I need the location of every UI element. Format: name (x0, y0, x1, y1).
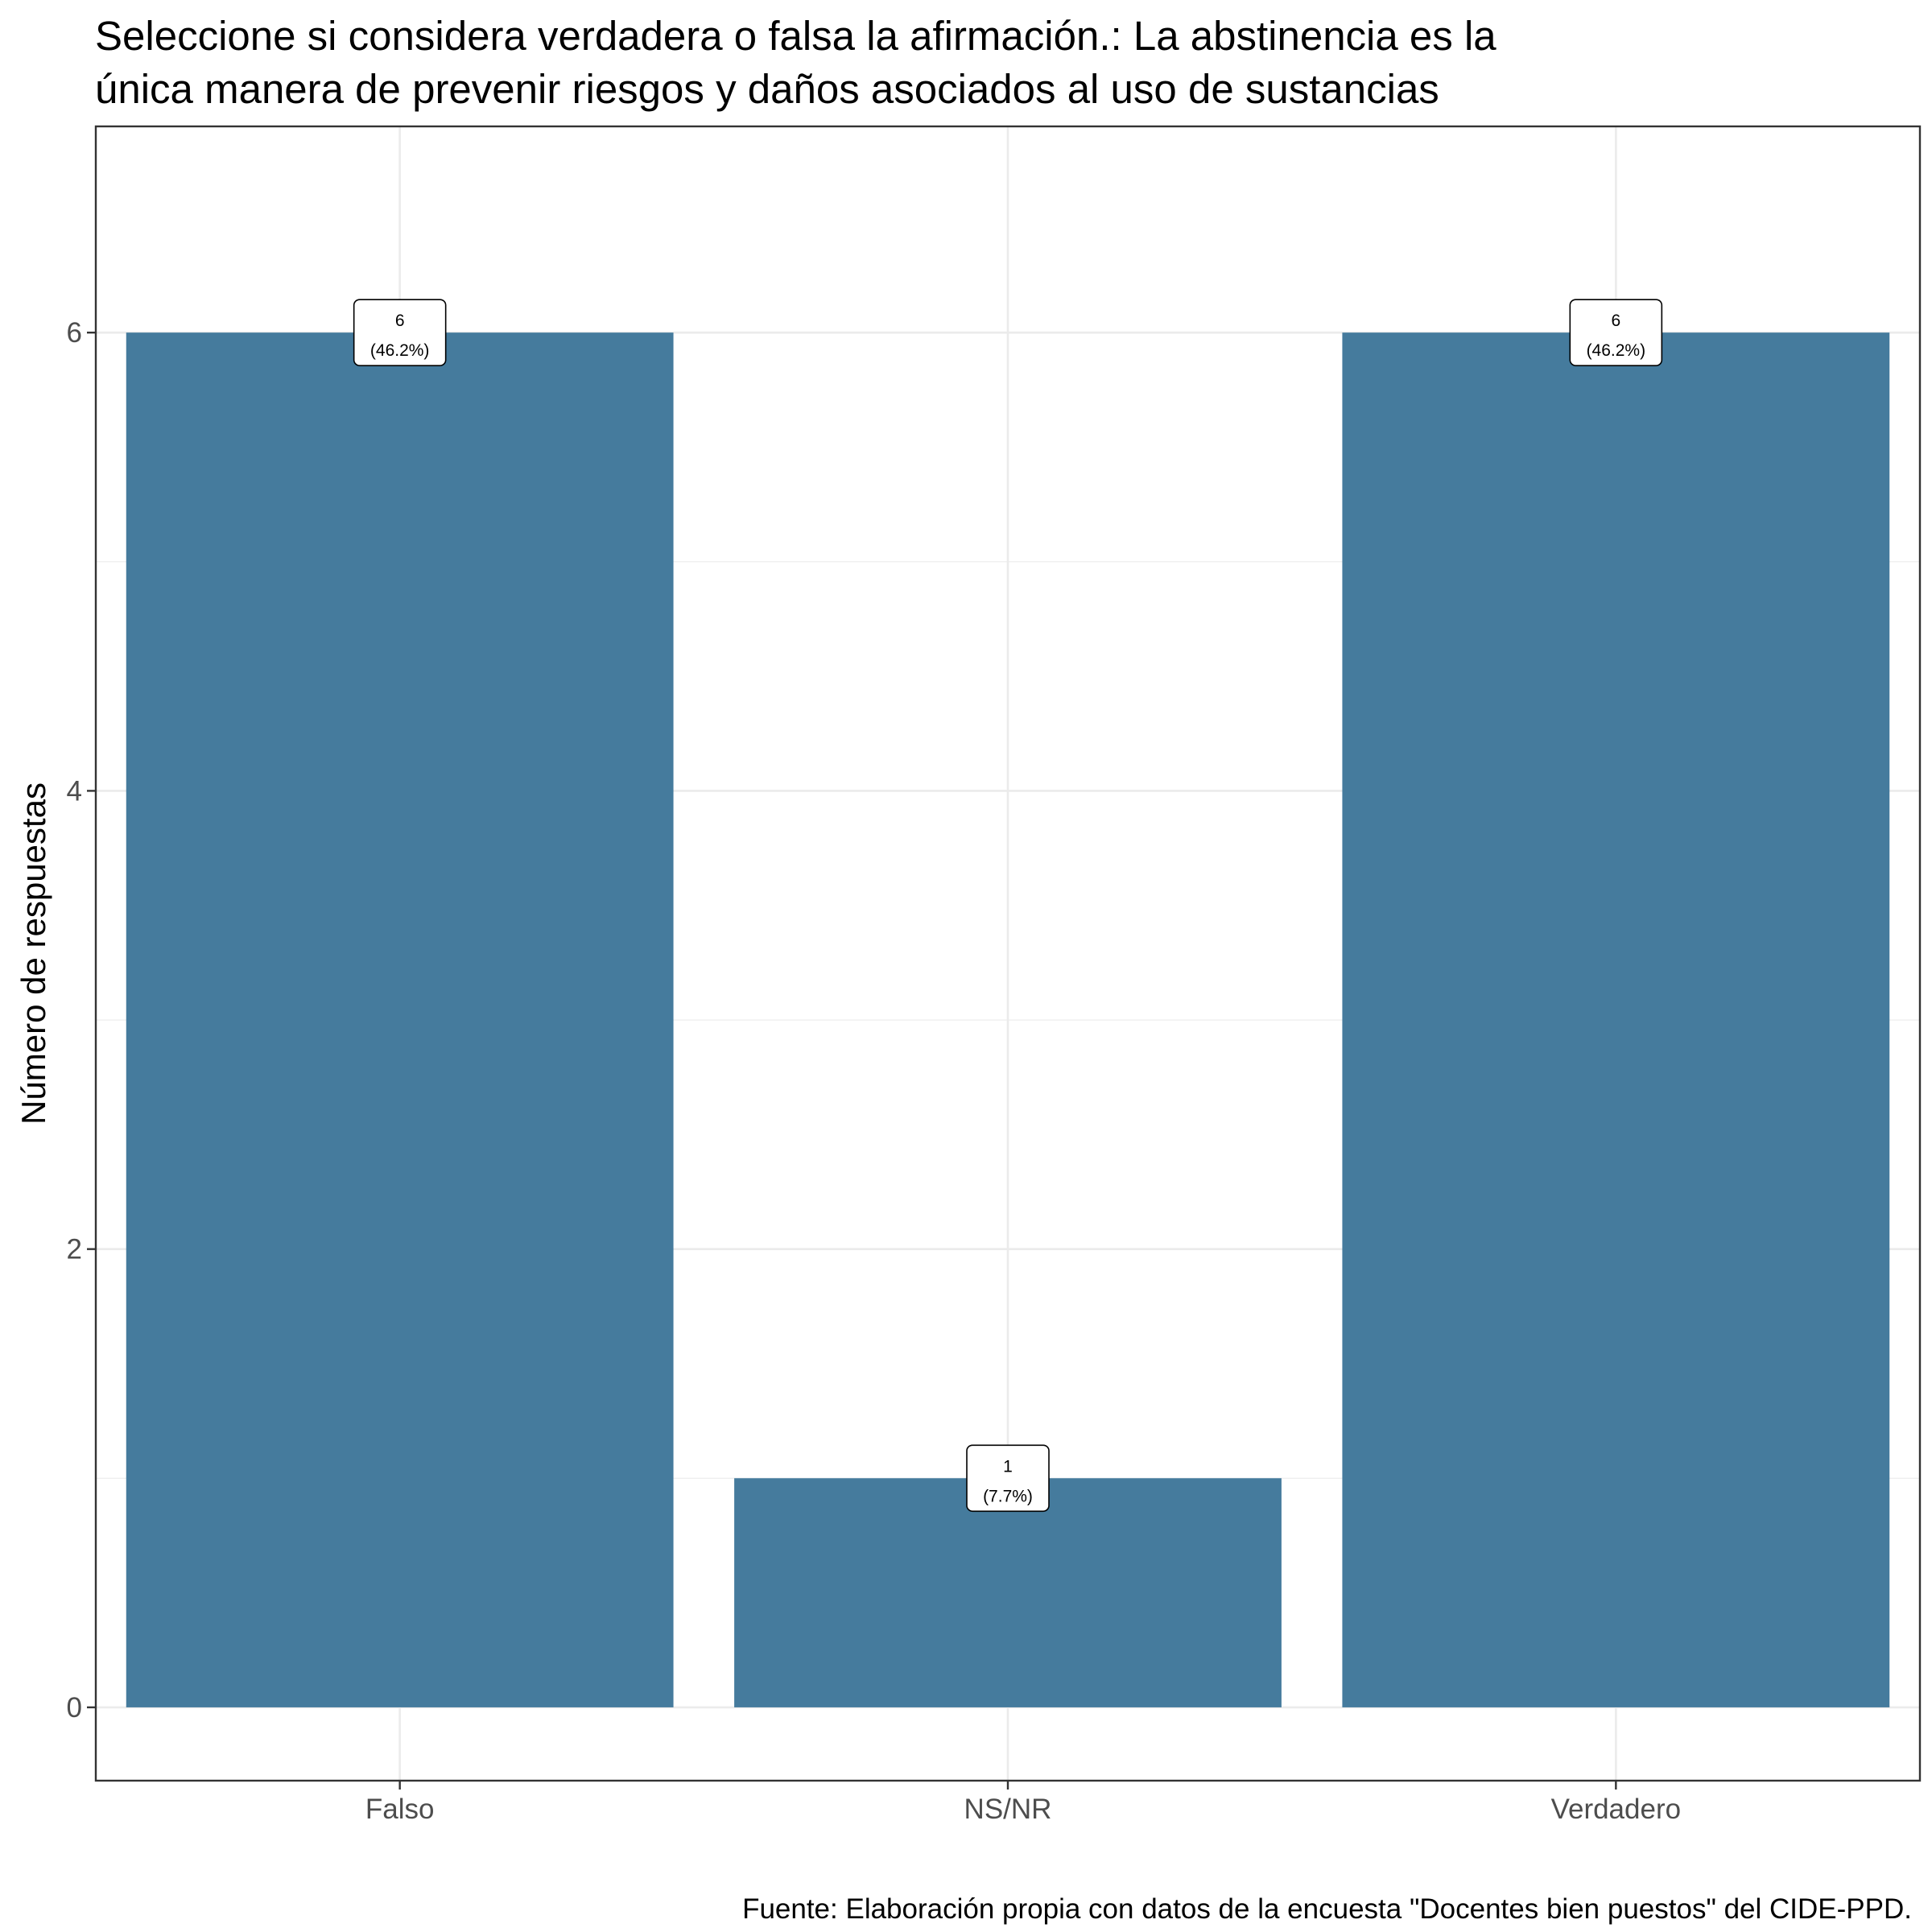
y-tick-label: 2 (67, 1234, 82, 1265)
data-label-percent: (46.2%) (1587, 341, 1646, 360)
data-label-percent: (46.2%) (370, 341, 430, 360)
data-label-box (353, 299, 447, 366)
y-axis-title: Número de respuestas (14, 782, 52, 1125)
bar-ns-nr (734, 1478, 1282, 1707)
data-label-count: 1 (1003, 1457, 1013, 1476)
data-label-box (966, 1444, 1050, 1513)
y-tick-label: 6 (67, 317, 82, 349)
data-label-count: 6 (395, 312, 405, 330)
chart-title: Seleccione si considera verdadera o fals… (95, 10, 1906, 116)
data-label-count: 6 (1611, 312, 1620, 330)
data-label-box (1569, 299, 1663, 366)
bar-verdadero (1342, 332, 1890, 1707)
x-tick-label: Verdadero (1551, 1794, 1682, 1825)
data-label-percent: (7.7%) (983, 1487, 1033, 1505)
x-tick-label: NS/NR (964, 1794, 1052, 1825)
bar-falso (126, 332, 674, 1707)
y-tick-label: 0 (67, 1692, 82, 1724)
chart-title-line-2: única manera de prevenir riesgos y daños… (95, 66, 1439, 112)
y-tick-label: 4 (67, 775, 82, 807)
chart-caption: Fuente: Elaboración propia con datos de … (742, 1893, 1912, 1925)
chart-title-line-1: Seleccione si considera verdadera o fals… (95, 13, 1496, 59)
x-tick-label: Falso (365, 1794, 435, 1825)
